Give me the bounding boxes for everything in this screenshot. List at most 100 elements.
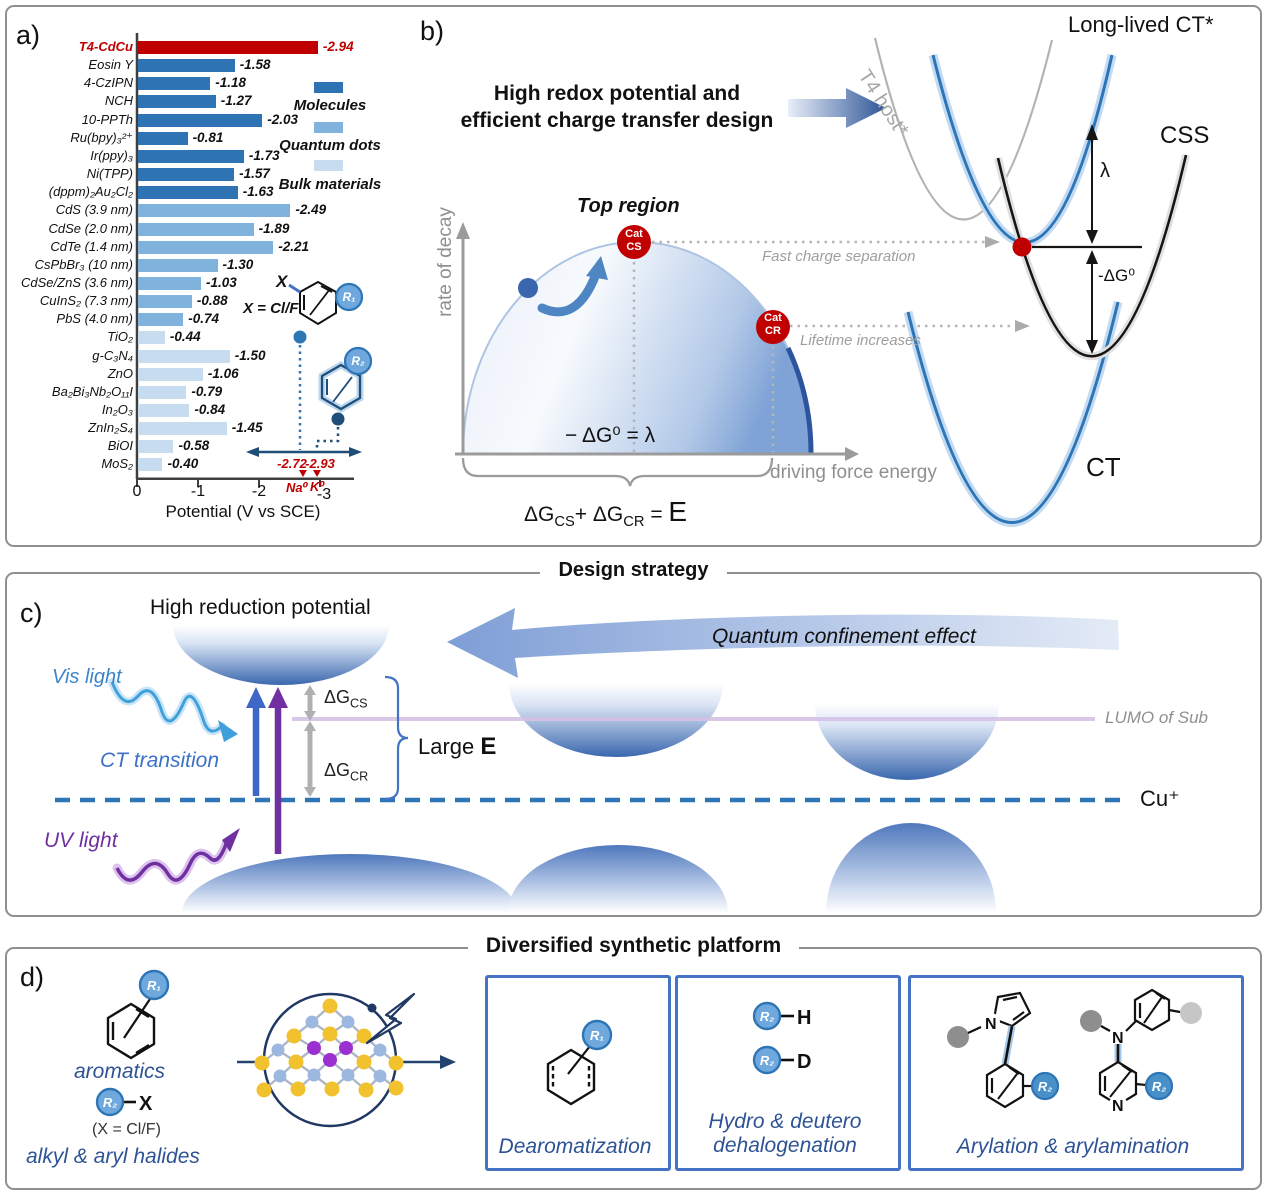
legend-label: Molecules — [293, 97, 367, 114]
axis-tick-3: -3 — [316, 486, 332, 503]
bar-value: -1.18 — [215, 75, 246, 91]
bar-value: -2.94 — [322, 39, 354, 54]
box3-r2a-badge-text: R₂ — [1038, 1079, 1052, 1094]
dg-cr-sub: CR — [350, 769, 369, 784]
vb-dome-middle — [508, 845, 728, 913]
long-lived-ct-label: Long-lived CT* — [1068, 12, 1214, 37]
bar — [138, 349, 230, 363]
bar-value: -1.45 — [231, 420, 263, 436]
design-strategy-title: Design strategy — [0, 559, 1267, 582]
bar-category-label: CdSe (2.0 nm) — [48, 220, 133, 236]
eq-equals: = — [650, 503, 663, 526]
eq-dg2: + ΔG — [574, 503, 624, 526]
dehalogenation-line2: dehalogenation — [713, 1134, 857, 1157]
potential-connector-lines — [246, 330, 362, 477]
platform-title: Diversified synthetic platform — [0, 934, 1267, 958]
vis-light-label: Vis light — [52, 666, 122, 688]
panel-c-label: c) — [20, 598, 43, 628]
transition-arrows — [246, 687, 288, 854]
d-atom: D — [797, 1051, 811, 1073]
bar — [138, 95, 216, 109]
dehalogenation-line1: Hydro & deutero — [708, 1110, 862, 1133]
driving-force-label: driving force energy — [770, 462, 937, 483]
b-heading: High redox potential and efficient charg… — [430, 80, 804, 134]
bar-category-label: 4-CzIPN — [83, 75, 133, 91]
minus-dg0-label: -ΔG⁰ — [1098, 266, 1136, 285]
panel-b-label: b) — [420, 16, 445, 46]
ct-label: CT — [1086, 452, 1121, 482]
panel-a-label: a) — [16, 20, 41, 50]
dg-arrows — [304, 685, 316, 797]
bar-category-label: Ru(bpy)₃²⁺ — [70, 129, 133, 145]
cat-cs-badge: Cat CS — [617, 228, 651, 254]
pyridine-n-atom: N — [1112, 1098, 1124, 1115]
bar-value: -1.58 — [239, 57, 271, 73]
fast-cs-label: Fast charge separation — [762, 248, 916, 265]
dehalogenation-box — [675, 975, 901, 1171]
bar-value: -2.03 — [267, 111, 299, 127]
inset-k-value: -2.93 — [305, 456, 335, 471]
dearomatization-label: Dearomatization — [498, 1135, 652, 1158]
legend-label: Quantum dots — [279, 137, 381, 154]
cu-label: Cu⁺ — [1140, 786, 1180, 811]
bar-category-label: T4-CdCu — [78, 39, 133, 54]
catalyst-dot — [518, 278, 538, 298]
bar-value: -1.06 — [207, 365, 239, 381]
vis-wave-arrow — [108, 678, 238, 742]
bar — [138, 204, 291, 218]
t4-host-parabola — [873, 37, 1054, 221]
bar — [138, 41, 318, 54]
platform-title-text: Diversified synthetic platform — [467, 934, 800, 958]
ct-transition-label: CT transition — [100, 749, 220, 772]
bar-category-label: In₂O₃ — [101, 402, 133, 417]
bar-chart-axes — [135, 33, 354, 487]
inset-r1-badge: R₁ — [342, 290, 356, 304]
cat-cr-line1: Cat — [764, 312, 782, 324]
h-atom: H — [797, 1007, 811, 1029]
bar-category-label: MoS₂ — [101, 456, 133, 472]
nanocluster — [254, 998, 404, 1098]
inset-k-label: K⁰ — [310, 479, 326, 494]
brace-icon — [461, 457, 774, 487]
aromatics-label: aromatics — [74, 1060, 166, 1083]
inset-x-eq: X = Cl/F — [243, 300, 299, 317]
shift-arrow-icon — [537, 269, 601, 317]
bar-value: -1.03 — [206, 274, 237, 290]
box1-r1-badge-text: R₁ — [590, 1028, 604, 1043]
bar-category-label: TiO₂ — [107, 329, 133, 345]
dg-cr-label: ΔGCR — [324, 760, 368, 784]
bar — [138, 149, 244, 163]
high-reduction-label: High reduction potential — [150, 596, 371, 619]
dg-cr-base: ΔG — [324, 760, 351, 780]
cat-cr-circle — [756, 310, 790, 344]
bar-value: -0.44 — [169, 329, 201, 345]
lumo-label: LUMO of Sub — [1105, 708, 1208, 727]
heading-arrow-icon — [788, 88, 886, 128]
inset-na-label: Na⁰ — [286, 480, 309, 495]
bar — [138, 240, 274, 254]
eq-cr: CR — [623, 514, 645, 531]
bar-category-label: Eosin Y — [88, 57, 133, 73]
bar-category-label: (dppm)₂Au₂Cl₂ — [48, 184, 133, 200]
aromatics-structure — [106, 969, 170, 1060]
bar-value: -1.50 — [234, 347, 266, 363]
bar-category-label: g-C₃N₄ — [92, 347, 133, 363]
css-label: CSS — [1160, 122, 1210, 149]
large-e-em: E — [480, 733, 497, 760]
arylation-structure-1: N — [947, 991, 1060, 1109]
energy-equation: ΔGCS+ ΔGCR = E — [524, 496, 687, 530]
bar — [138, 276, 202, 290]
bar-category-label: CdSe/ZnS (3.6 nm) — [21, 274, 133, 290]
arylation-label: Arylation & arylamination — [956, 1135, 1190, 1158]
bar-value: -1.27 — [220, 93, 252, 109]
bar — [138, 113, 263, 127]
amine-n-atom: N — [1112, 1030, 1124, 1047]
bar — [138, 168, 235, 182]
box3-r2b-badge-text: R₂ — [1152, 1079, 1166, 1094]
ct-parabola — [906, 301, 1120, 524]
pyrrole-n-atom: N — [985, 1016, 997, 1033]
panel-d-label: d) — [20, 962, 45, 992]
bar-value: -0.58 — [178, 438, 210, 454]
inset-x-atom: X — [276, 272, 288, 291]
bar-category-label: ZnIn₂S₄ — [88, 420, 133, 436]
